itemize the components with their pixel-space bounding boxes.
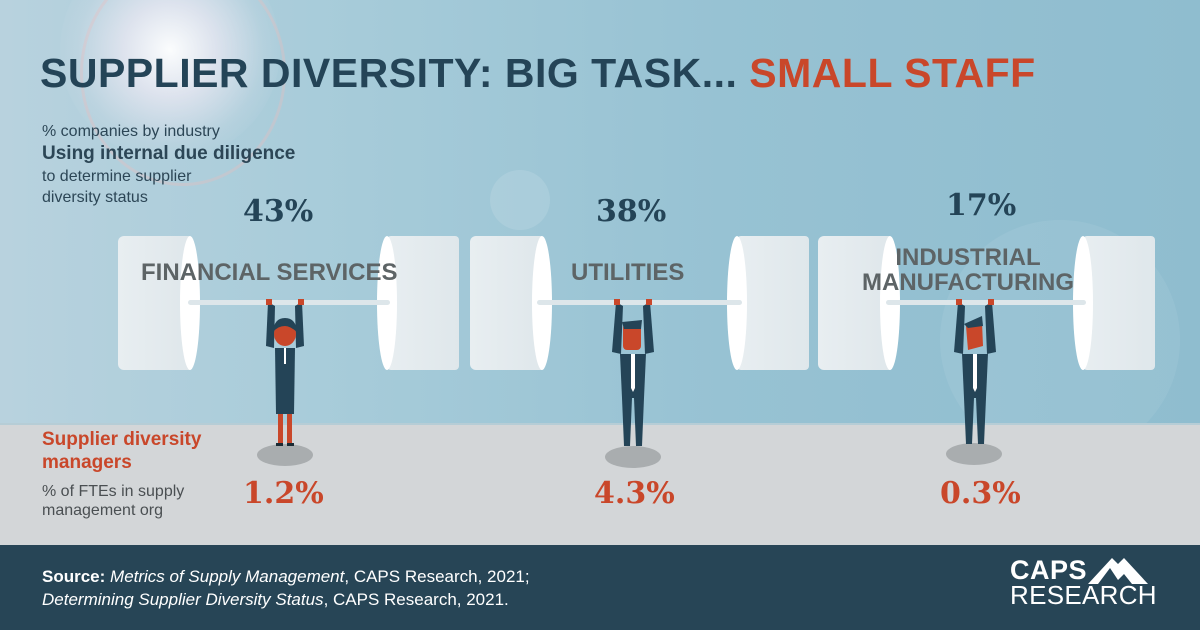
intro-text: % companies by industry Using internal d… <box>42 122 295 208</box>
label-line2: MANUFACTURING <box>862 269 1074 296</box>
source2-rest: , CAPS Research, 2021. <box>323 590 509 609</box>
industrial-manufacturing-fte: 0.3% <box>940 476 1021 511</box>
utilities-pct: 38% <box>596 194 667 229</box>
intro-line1: % companies by industry <box>42 123 220 140</box>
barbell-plate <box>727 236 809 370</box>
bokeh-orb <box>490 170 550 230</box>
logo-research: RESEARCH <box>1010 580 1157 610</box>
footer-band <box>0 545 1200 630</box>
managers-subtext: % of FTEs in supply management org <box>42 483 185 519</box>
barbell-bar <box>537 300 742 305</box>
barbell-plate <box>1073 236 1155 370</box>
intro-line3: to determine supplier diversity status <box>42 168 192 206</box>
financial-services-pct: 43% <box>243 194 314 229</box>
industrial-manufacturing-pct: 17% <box>946 188 1017 223</box>
title-accent: SMALL STAFF <box>749 50 1036 96</box>
barbell-plate <box>377 236 459 370</box>
source-label: Source: <box>42 567 106 586</box>
barbell-plate <box>470 236 552 370</box>
caps-research-logo: CAPS RESEARCH <box>1010 555 1157 610</box>
managers-heading: Supplier diversity managers <box>42 429 202 473</box>
label-line1: INDUSTRIAL <box>895 244 1041 271</box>
logo-caps: CAPS <box>1010 555 1088 585</box>
figure-shadow <box>946 443 1002 465</box>
industrial-manufacturing-label: INDUSTRIAL MANUFACTURING <box>862 245 1074 295</box>
barbell-plate <box>118 236 200 370</box>
man-lifter-icon <box>612 299 654 446</box>
intro-line2: Using internal due diligence <box>42 143 296 164</box>
source2-title: Determining Supplier Diversity Status <box>42 590 324 609</box>
man-lifter-icon <box>954 299 996 444</box>
managers-legend: Supplier diversity managers % of FTEs in… <box>42 428 262 520</box>
barbell-bar <box>188 300 390 305</box>
financial-services-fte: 1.2% <box>243 476 324 511</box>
floor <box>0 423 1200 547</box>
barbell-bar <box>886 300 1086 305</box>
mountain-icon <box>1088 558 1148 584</box>
woman-lifter-icon <box>266 299 304 446</box>
page-title: SUPPLIER DIVERSITY: BIG TASK... SMALL ST… <box>40 50 1036 97</box>
utilities-label: UTILITIES <box>571 259 685 286</box>
utilities-fte: 4.3% <box>594 476 675 511</box>
financial-services-label: FINANCIAL SERVICES <box>141 259 398 286</box>
source-citation: Source: Metrics of Supply Management, CA… <box>42 565 530 611</box>
figure-shadow <box>257 444 313 466</box>
title-main: SUPPLIER DIVERSITY: BIG TASK... <box>40 50 738 96</box>
source1-rest: , CAPS Research, 2021; <box>344 567 530 586</box>
source1-title: Metrics of Supply Management <box>110 567 345 586</box>
figure-shadow <box>605 446 661 468</box>
